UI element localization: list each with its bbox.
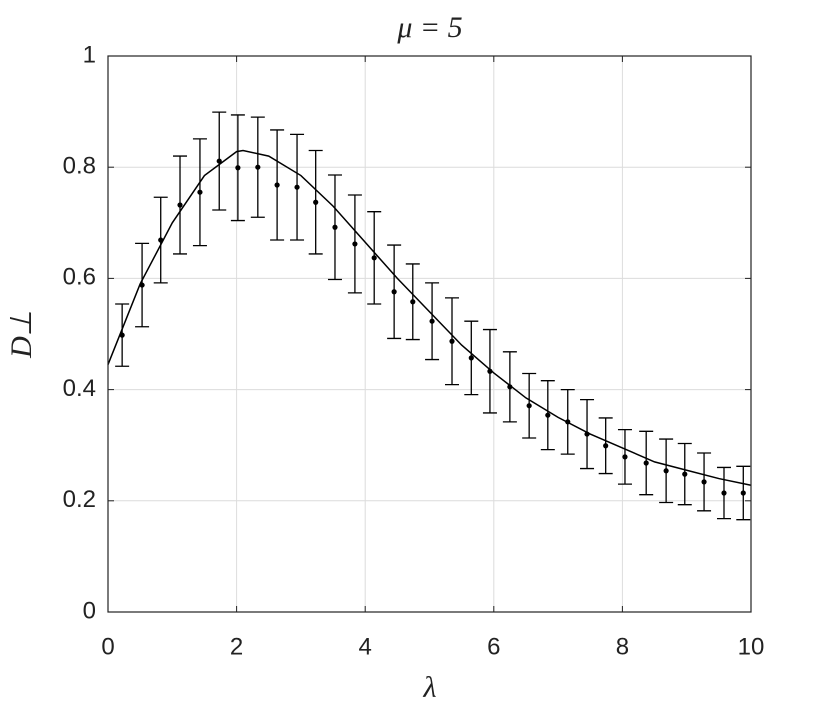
data-point xyxy=(352,241,358,247)
data-point xyxy=(255,164,261,170)
data-point xyxy=(603,443,609,449)
data-point xyxy=(177,202,183,208)
data-point xyxy=(545,412,551,418)
plot xyxy=(107,111,752,521)
axes-box xyxy=(107,55,752,613)
data-point xyxy=(410,299,416,305)
y-tick-label: 1 xyxy=(83,41,96,68)
data-point xyxy=(294,184,300,190)
y-tick-label: 0.6 xyxy=(63,264,96,291)
x-tick-label: 4 xyxy=(359,633,372,660)
data-point xyxy=(332,224,338,230)
data-point xyxy=(371,255,377,261)
data-point xyxy=(313,199,319,205)
x-tick-label: 6 xyxy=(487,633,500,660)
x-tick-label: 2 xyxy=(230,633,243,660)
data-point xyxy=(701,479,707,485)
data-point xyxy=(391,289,397,295)
data-point xyxy=(721,490,727,496)
x-tick-label: 0 xyxy=(101,633,114,660)
data-point xyxy=(197,189,203,195)
data-point xyxy=(622,454,628,460)
data-point xyxy=(158,237,164,243)
data-point xyxy=(274,182,280,188)
y-tick-label: 0.2 xyxy=(63,486,96,513)
data-point xyxy=(449,338,455,344)
x-tick-label: 8 xyxy=(616,633,629,660)
y-axis-label: D⊥ xyxy=(5,310,38,359)
x-tick-label: 10 xyxy=(738,633,765,660)
data-point xyxy=(216,158,222,164)
data-point xyxy=(663,468,669,474)
y-tick-label: 0 xyxy=(83,597,96,624)
data-point xyxy=(468,355,474,361)
data-point xyxy=(487,368,493,374)
data-point xyxy=(235,165,241,171)
data-point xyxy=(682,471,688,477)
y-tick-label: 0.8 xyxy=(63,153,96,180)
data-point xyxy=(526,403,532,409)
data-point xyxy=(507,384,513,390)
data-point xyxy=(643,460,649,466)
chart-title: μ = 5 xyxy=(396,11,462,44)
data-point xyxy=(429,318,435,324)
data-point xyxy=(740,490,746,496)
data-point xyxy=(139,282,145,288)
x-axis-label: λ xyxy=(423,671,437,704)
data-point xyxy=(565,419,571,425)
data-point xyxy=(584,431,590,437)
y-tick-label: 0.4 xyxy=(63,375,96,402)
data-point xyxy=(119,332,125,338)
